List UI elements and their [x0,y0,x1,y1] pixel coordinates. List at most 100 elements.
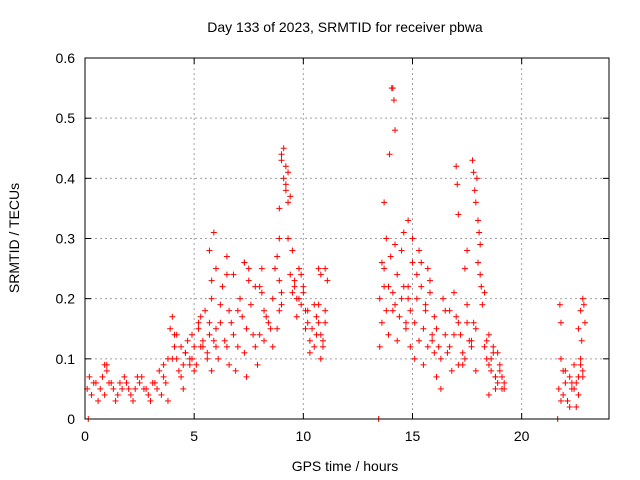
data-point [442,331,449,338]
data-point [180,361,187,368]
data-point [494,379,501,386]
data-point [167,325,174,332]
data-point [95,397,102,404]
data-point [422,301,429,308]
data-point [571,385,578,392]
data-point [210,229,217,236]
data-point [123,379,130,386]
data-point [468,343,475,350]
data-point [416,337,423,344]
data-point [217,301,224,308]
data-point [490,343,497,350]
data-point [319,337,326,344]
data-point [223,253,230,260]
data-point [276,307,283,314]
data-point [577,361,584,368]
data-point [317,355,324,362]
data-point [215,355,222,362]
data-point [289,247,296,254]
data-point [247,301,254,308]
data-point [119,385,126,392]
data-point [446,307,453,314]
data-point [230,331,237,338]
data-point [101,391,108,398]
data-point [426,289,433,296]
data-point [476,229,483,236]
data-point [226,361,233,368]
data-point [289,289,296,296]
data-point [208,295,215,302]
data-point [191,367,198,374]
data-point [488,367,495,374]
data-point [496,367,503,374]
data-point [446,343,453,350]
data-point [402,319,409,326]
data-point [234,307,241,314]
data-point [413,271,420,278]
data-point [466,337,473,344]
data-point [424,343,431,350]
data-point [411,319,418,326]
data-point [455,361,462,368]
data-point [562,379,569,386]
data-point [239,313,246,320]
data-point [223,343,230,350]
data-point [461,265,468,272]
data-point [147,397,154,404]
chart-title: Day 133 of 2023, SRMTID for receiver pbw… [207,19,483,35]
data-point [472,325,479,332]
data-point [199,337,206,344]
data-point [578,337,585,344]
data-point [103,361,110,368]
data-point [501,379,508,386]
data-point [295,295,302,302]
data-point [315,319,322,326]
data-point [293,313,300,320]
data-point [230,271,237,278]
data-point [154,385,161,392]
data-point [197,313,204,320]
data-point [440,295,447,302]
data-point [252,343,259,350]
data-point [206,331,213,338]
data-point [178,343,185,350]
data-point [210,337,217,344]
data-point [208,277,215,284]
data-point [564,397,571,404]
y-axis-label: SRMTID / TECUs [6,183,22,293]
data-point [581,319,588,326]
data-point [499,373,506,380]
data-point [422,307,429,314]
data-point [556,301,563,308]
data-point [234,343,241,350]
y-tick-label: 0.5 [56,110,76,126]
data-point [116,379,123,386]
data-point [481,343,488,350]
data-point [392,241,399,248]
data-point [405,283,412,290]
data-point [265,319,272,326]
data-point [557,397,564,404]
data-point [472,199,479,206]
axis-ticks [84,57,609,420]
data-point [464,247,471,254]
data-point [112,397,119,404]
data-point [413,295,420,302]
data-point [475,259,481,266]
x-tick-label: 0 [81,428,89,444]
data-point [418,259,425,266]
data-point [435,343,442,350]
data-point [420,325,427,332]
data-point [160,361,167,368]
data-point [213,343,219,350]
data-point [313,313,320,320]
data-point [409,259,416,266]
data-point [322,265,329,272]
data-point [579,295,586,302]
data-point [557,355,564,362]
data-point [455,319,462,326]
data-point [278,157,285,164]
data-point [437,385,444,392]
x-tick-label: 10 [296,428,312,444]
data-point [188,355,195,362]
